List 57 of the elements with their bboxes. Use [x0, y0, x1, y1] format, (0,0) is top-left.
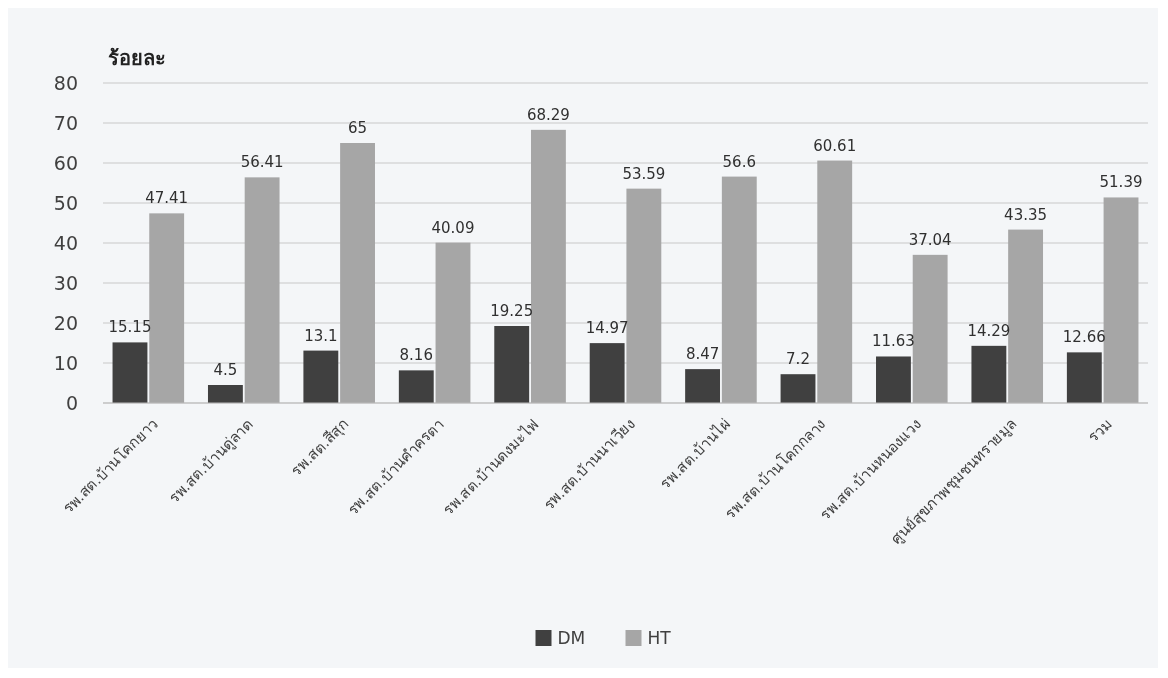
data-label: 8.47: [685, 345, 720, 364]
data-label: 13.1: [304, 326, 338, 345]
data-label: 14.97: [585, 319, 629, 338]
y-tick-label: 0: [65, 391, 78, 414]
bar: [780, 374, 816, 403]
data-label: 15.15: [108, 318, 152, 337]
data-label: 68.29: [526, 105, 570, 124]
data-label: 40.09: [431, 218, 475, 237]
bar: [398, 370, 434, 403]
y-tick-label: 40: [53, 231, 78, 254]
bar: [685, 369, 721, 403]
y-axis-title: ร้อยละ: [108, 46, 166, 70]
bar: [340, 143, 375, 403]
y-tick-label: 30: [53, 271, 78, 294]
data-label: 60.61: [813, 136, 857, 155]
data-label: 47.41: [145, 189, 189, 208]
y-tick-label: 50: [53, 191, 78, 214]
bar: [530, 129, 566, 403]
data-label: 11.63: [871, 332, 915, 351]
data-label: 56.41: [240, 153, 284, 172]
data-label: 14.29: [967, 321, 1011, 340]
x-tick-label: รวม: [1084, 415, 1116, 447]
bar: [244, 177, 280, 403]
bar: [435, 242, 471, 403]
bar: [112, 342, 148, 403]
data-label: 4.5: [213, 361, 238, 379]
bar: [1103, 197, 1139, 403]
bar: [721, 176, 757, 403]
bar: [494, 326, 530, 403]
data-label: 12.66: [1062, 328, 1106, 347]
data-label: 51.39: [1099, 173, 1143, 192]
data-label: 43.35: [1004, 205, 1048, 224]
bar: [303, 350, 339, 403]
bar: [876, 356, 911, 403]
bar: [626, 188, 662, 403]
bar: [817, 160, 853, 403]
y-tick-label: 80: [53, 71, 78, 94]
bar: [207, 385, 243, 403]
data-label: 8.16: [399, 346, 433, 365]
y-tick-label: 60: [53, 151, 78, 174]
data-label: 37.04: [908, 230, 952, 249]
data-label: 19.25: [490, 302, 534, 320]
bar: [912, 254, 948, 403]
data-label: 53.59: [622, 164, 666, 183]
y-tick-label: 20: [53, 311, 78, 334]
legend-label: HT: [647, 627, 672, 648]
data-label: 56.6: [722, 152, 756, 171]
bar: [149, 213, 185, 403]
y-tick-label: 10: [53, 351, 78, 374]
bar: [1066, 352, 1102, 403]
bar: [1008, 229, 1044, 403]
bar: [971, 345, 1007, 403]
y-tick-label: 70: [53, 111, 78, 134]
bar: [589, 343, 625, 403]
data-label: 65: [348, 119, 368, 137]
data-label: 7.2: [786, 350, 810, 369]
legend-label: DM: [557, 627, 586, 648]
